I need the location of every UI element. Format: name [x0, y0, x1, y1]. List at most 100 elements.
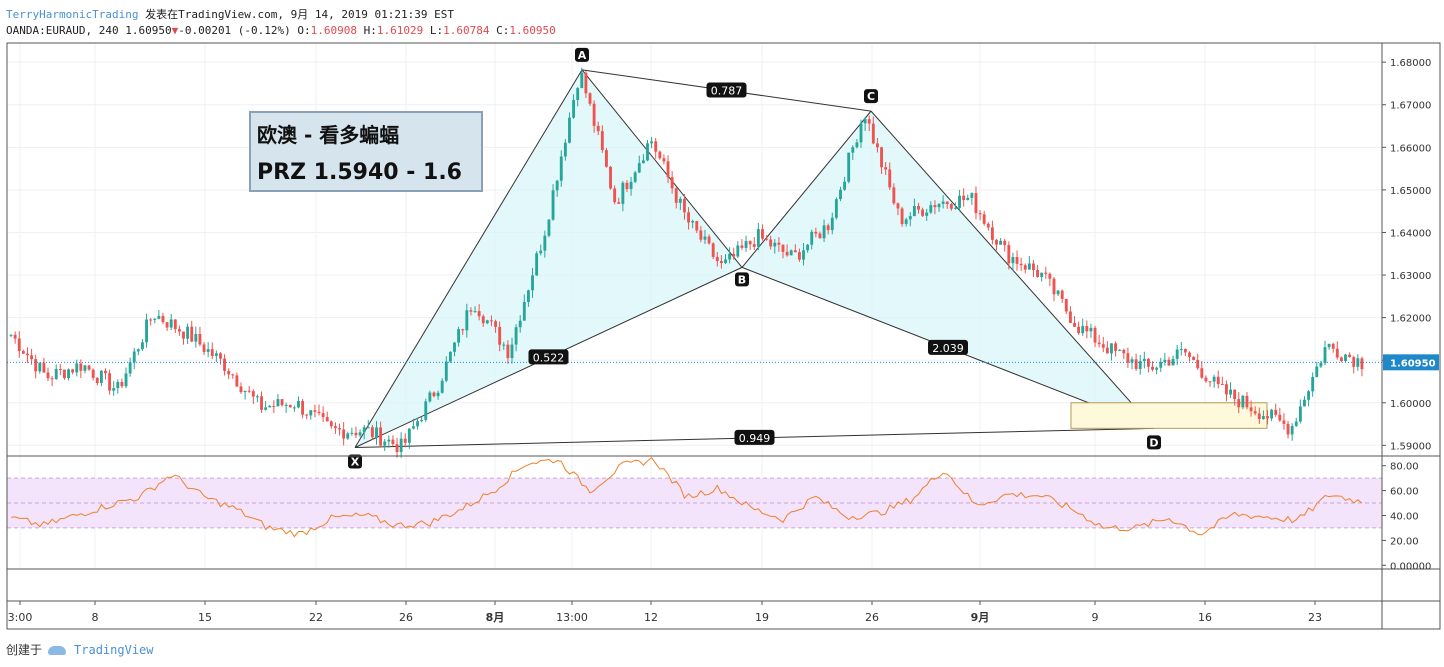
candle-body	[403, 438, 407, 443]
candle-body	[288, 404, 292, 408]
candle-body	[132, 351, 136, 363]
candle-body	[42, 362, 46, 373]
candle-body	[502, 344, 506, 346]
price-axis[interactable]: 1.68000 1.67000 1.66000 1.65000 1.64000 1.630…	[1382, 58, 1431, 452]
time-tick-label: 3:00	[8, 611, 33, 624]
candle-body	[247, 390, 251, 392]
candle-body	[165, 322, 169, 328]
candle-body	[510, 344, 514, 359]
candle-body	[629, 181, 633, 189]
candle-body	[153, 318, 157, 320]
time-tick-label: 13:00	[556, 611, 588, 624]
candle-body	[1015, 257, 1019, 264]
candle-body	[481, 316, 485, 324]
candle-body	[210, 349, 214, 356]
candle-body	[917, 205, 920, 210]
candle-body	[50, 378, 54, 380]
candle-body	[781, 244, 785, 252]
candle-body	[26, 353, 29, 356]
candle-body	[329, 421, 333, 427]
candle-body	[391, 439, 395, 445]
candle-body	[637, 163, 641, 173]
rsi-tick-label: 60.00	[1390, 487, 1419, 498]
candle-body	[1003, 240, 1007, 246]
candle-body	[1188, 352, 1191, 357]
candle-body	[420, 419, 424, 422]
candle-body	[921, 209, 925, 216]
candle-body	[654, 141, 658, 152]
last-price-value: 1.60950	[1390, 358, 1436, 369]
candle-body	[933, 205, 937, 208]
candle-body	[1261, 416, 1265, 419]
candle-body	[354, 432, 358, 436]
candle-body	[1270, 409, 1274, 419]
candle-body	[1179, 348, 1183, 350]
candle-body	[268, 405, 272, 408]
time-tick-label: 15	[198, 611, 212, 624]
candle-body	[485, 320, 489, 324]
ratio-badge	[528, 349, 569, 365]
candle-body	[674, 188, 678, 203]
point-a-badge	[575, 47, 589, 62]
candle-body	[1257, 413, 1261, 419]
candle-body	[666, 161, 670, 178]
candle-body	[990, 227, 994, 240]
candle-body	[255, 396, 259, 398]
candle-body	[457, 329, 461, 343]
candle-body	[1319, 363, 1323, 367]
last-price-label: 1.60950	[1383, 354, 1439, 371]
time-axis[interactable]: 3:00 8 15 22 26 8月 13:00 12 19 26 9月 9 16 23	[8, 601, 1322, 624]
candle-body	[58, 368, 62, 370]
candle-body	[1311, 376, 1315, 392]
candle-body	[752, 244, 756, 247]
candle-body	[555, 180, 559, 191]
tradingview-logo-icon	[48, 646, 67, 655]
candle-body	[728, 253, 732, 260]
candle-body	[395, 444, 399, 453]
candle-body	[908, 216, 912, 220]
footer-brand[interactable]: TradingView	[74, 643, 154, 657]
rsi-tick-label: 20.00	[1390, 536, 1419, 547]
candle-body	[383, 441, 387, 446]
rsi-axis[interactable]: 80.00 60.00 40.00 20.00 0.00000	[1382, 462, 1431, 573]
candle-body	[1048, 273, 1052, 279]
candle-body	[633, 172, 637, 182]
candle-body	[346, 433, 350, 439]
candle-body	[284, 404, 288, 406]
candle-body	[280, 399, 284, 406]
candle-body	[1056, 290, 1060, 295]
pane-frames	[6, 42, 1441, 630]
candle-body	[1052, 278, 1056, 295]
time-tick-label: 9月	[971, 611, 990, 624]
candle-body	[1027, 263, 1031, 270]
candle-body	[1286, 423, 1290, 435]
candle-body	[695, 221, 699, 231]
candle-body	[547, 219, 551, 236]
ratio-label: 0.949	[739, 432, 771, 445]
candle-body	[925, 212, 929, 216]
candle-body	[1085, 326, 1089, 332]
candle-body	[715, 256, 719, 262]
candle-body	[539, 250, 543, 254]
candle-body	[576, 88, 580, 100]
candle-body	[350, 432, 354, 434]
candle-body	[338, 428, 341, 430]
candle-body	[1241, 395, 1245, 408]
footer-created-text: 创建于	[6, 643, 43, 657]
candle-body	[765, 238, 769, 240]
candle-body	[1344, 354, 1347, 362]
candle-body	[1335, 348, 1339, 358]
candle-body	[194, 334, 198, 342]
candle-body	[469, 310, 473, 312]
candle-body	[9, 334, 13, 336]
author-name[interactable]: TerryHarmonicTrading	[6, 8, 139, 21]
candle-body	[276, 399, 280, 407]
annotation-box[interactable]: 欧澳 - 看多蝙蝠 PRZ 1.5940 - 1.6	[249, 111, 483, 192]
candle-body	[120, 382, 124, 387]
candle-body	[1339, 357, 1343, 362]
candle-body	[847, 152, 851, 182]
candle-body	[1331, 343, 1335, 349]
candle-body	[190, 326, 194, 342]
candle-body	[900, 208, 904, 225]
